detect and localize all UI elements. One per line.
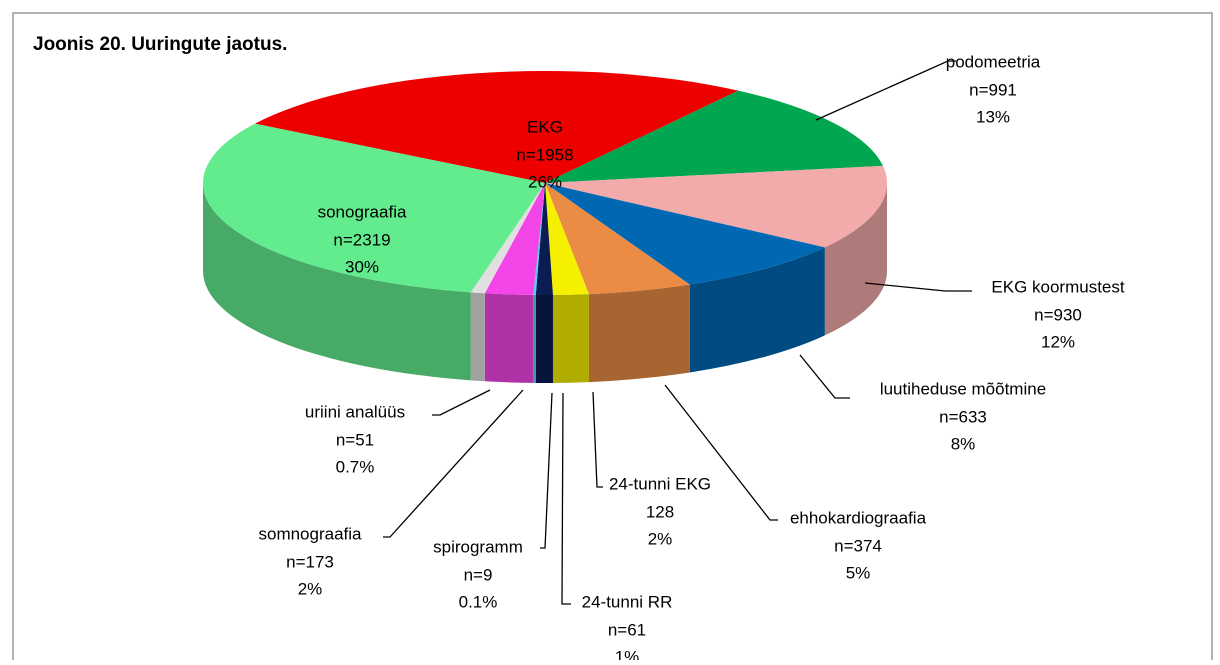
leader-line xyxy=(383,389,524,538)
leader-line xyxy=(799,354,850,399)
slice-side xyxy=(203,183,471,381)
value-label: n=991 xyxy=(969,80,1017,99)
value-label: 128 xyxy=(646,502,674,521)
leader-line xyxy=(592,391,603,488)
slice-side xyxy=(484,293,534,383)
percent-label: 13% xyxy=(976,107,1010,126)
slice-side xyxy=(588,284,690,383)
slice-side xyxy=(689,247,825,373)
value-label: n=1958 xyxy=(516,145,573,164)
slice xyxy=(254,71,739,183)
slice-label: sonograafia xyxy=(318,202,407,221)
value-label: n=930 xyxy=(1034,305,1082,324)
slice xyxy=(545,165,887,248)
slice-label: somnograafia xyxy=(258,524,362,543)
slice-label: podomeetria xyxy=(946,52,1041,71)
slice xyxy=(470,183,545,294)
slice xyxy=(202,123,546,293)
percent-label: 5% xyxy=(846,563,871,582)
percent-label: 0.1% xyxy=(459,592,498,611)
slice-side xyxy=(552,294,589,383)
slice-label: luutiheduse mõõtmine xyxy=(880,379,1046,398)
value-label: n=9 xyxy=(464,565,493,584)
slice xyxy=(533,183,545,295)
percent-label: 8% xyxy=(951,434,976,453)
frame xyxy=(12,12,1213,660)
value-label: n=61 xyxy=(608,620,646,639)
slice-side xyxy=(470,292,485,382)
slice-label: ehhokardiograafia xyxy=(790,508,927,527)
value-label: n=173 xyxy=(286,552,334,571)
slice-label: spirogramm xyxy=(433,537,523,556)
leader-line xyxy=(664,384,778,521)
percent-label: 12% xyxy=(1041,332,1075,351)
leader-line xyxy=(815,60,956,121)
slice xyxy=(484,183,545,295)
percent-label: 2% xyxy=(648,529,673,548)
slice-label: uriini analüüs xyxy=(305,402,405,421)
chart-title: Joonis 20. Uuringute jaotus. xyxy=(33,34,287,55)
slice-label: EKG xyxy=(527,117,563,136)
value-label: n=374 xyxy=(834,536,882,555)
percent-label: 30% xyxy=(345,257,379,276)
slice-label: 24-tunni RR xyxy=(582,592,673,611)
percent-label: 1% xyxy=(615,647,640,660)
slice xyxy=(545,183,589,295)
slice xyxy=(535,183,553,295)
leader-line xyxy=(561,392,571,605)
percent-label: 0.7% xyxy=(336,457,375,476)
leader-line xyxy=(432,389,491,416)
leader-line xyxy=(864,282,972,292)
slice-label: EKG koormustest xyxy=(991,277,1124,296)
percent-label: 26% xyxy=(528,172,562,191)
value-label: n=633 xyxy=(939,407,987,426)
slice-label: 24-tunni EKG xyxy=(609,474,711,493)
value-label: n=2319 xyxy=(333,230,390,249)
slice xyxy=(545,183,825,285)
leader-line xyxy=(540,392,553,549)
slice-side xyxy=(533,294,536,383)
slice-side xyxy=(824,183,887,336)
slice-side xyxy=(535,294,553,383)
percent-label: 2% xyxy=(298,579,323,598)
slice xyxy=(545,183,690,295)
value-label: n=51 xyxy=(336,430,374,449)
slice xyxy=(545,90,883,183)
